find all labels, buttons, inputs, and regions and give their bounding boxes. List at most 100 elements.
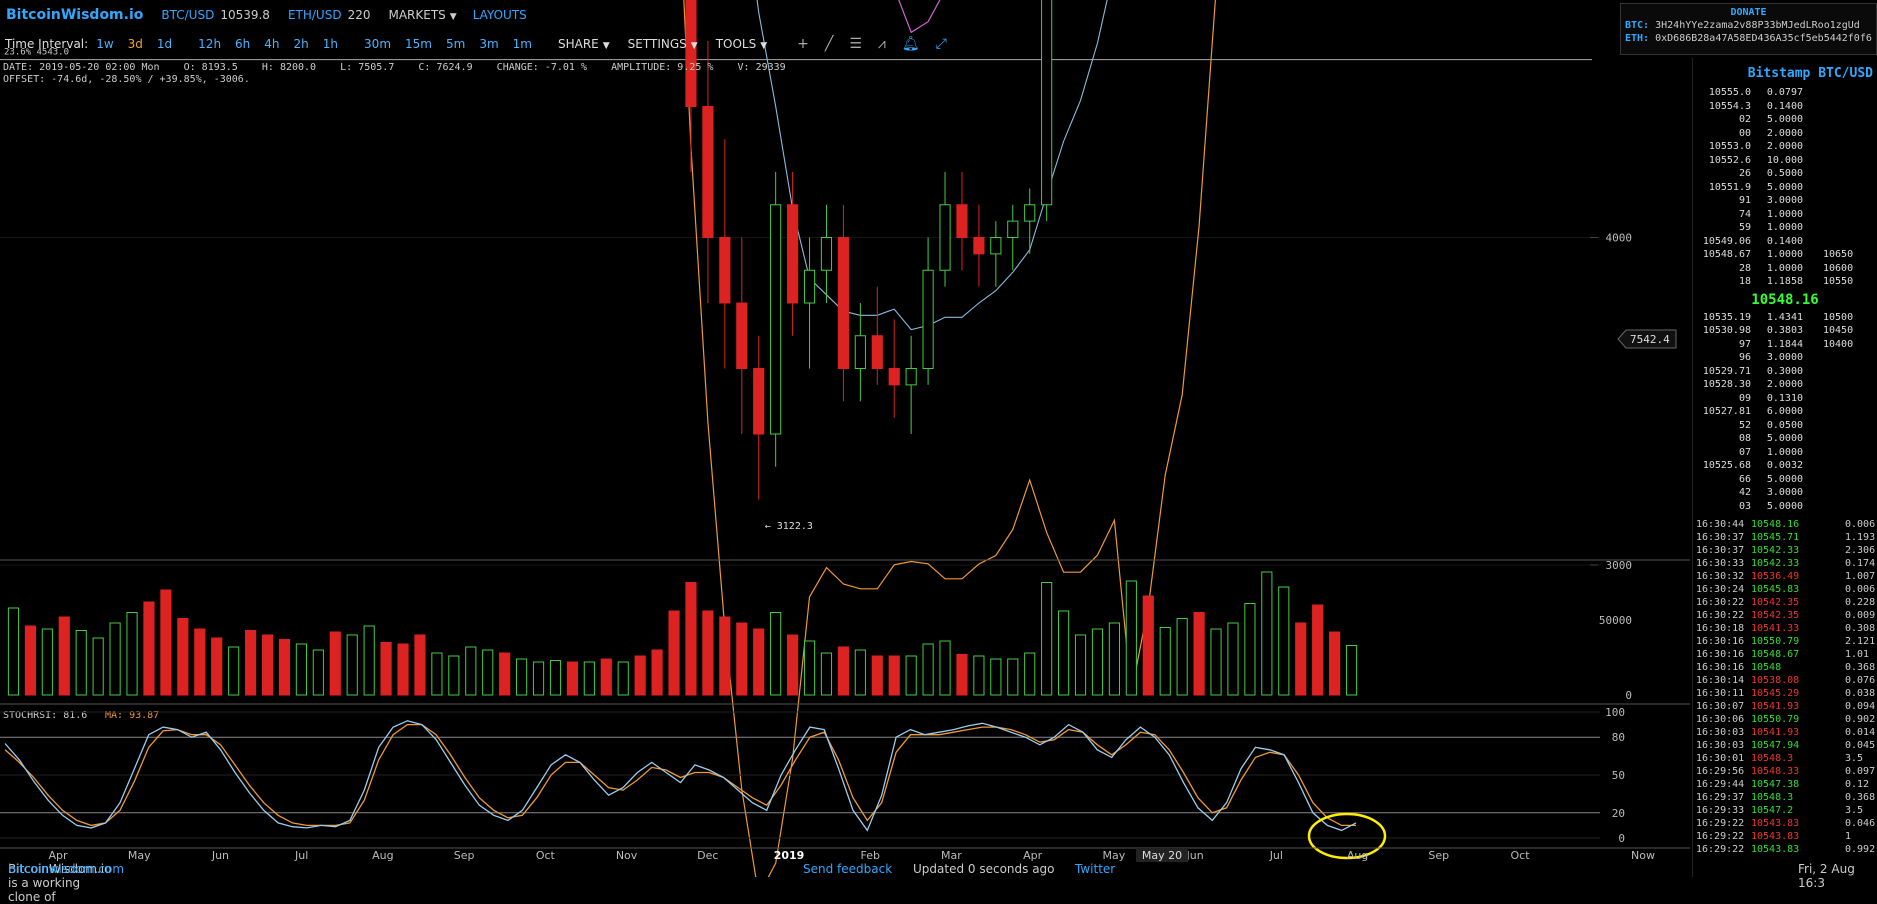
stochrsi-panel[interactable]: STOCHRSI: 81.6 MA: 93.87 0 20 50 80 100 xyxy=(0,706,1625,860)
volume-bar xyxy=(194,628,206,696)
layouts-menu[interactable]: LAYOUTS xyxy=(472,8,527,22)
time-axis: Apr May Jun Jul Aug Sep Oct Nov Dec 2019 Feb Mar Apr… xyxy=(48,849,1655,862)
trade-price: 10547.2 xyxy=(1751,805,1794,816)
trade-price: 10542.33 xyxy=(1751,545,1800,556)
ask-row: 02 5.0000 xyxy=(1693,113,1877,127)
trade-amount: 0.009 xyxy=(1845,610,1876,621)
twitter-link[interactable]: Twitter xyxy=(1075,862,1116,876)
markets-menu[interactable]: MARKETS ▼ xyxy=(388,8,457,22)
trade-amount: 2.306 xyxy=(1845,545,1876,556)
trade-amount: 0.308 xyxy=(1845,623,1876,634)
stochrsi-label: STOCHRSI: 81.6 xyxy=(3,710,87,721)
trade-price: 10545.29 xyxy=(1751,688,1800,699)
horizontal-lines-icon[interactable]: ☰ xyxy=(849,36,862,52)
time-tick-label: Sep xyxy=(454,849,475,862)
bell-icon[interactable]: 🔔︎ xyxy=(901,36,920,52)
order-price: 03 xyxy=(1738,500,1751,512)
ask-row: 10555.0 0.0797 xyxy=(1693,86,1877,100)
stochrsi-tick-label: 0 xyxy=(1618,832,1625,845)
btc-address[interactable]: 3H24hYYe2zama2v88P33bMJedLRoo1zgUd xyxy=(1655,20,1860,31)
trade-price: 10543.83 xyxy=(1751,818,1800,829)
volume-bar xyxy=(566,661,578,696)
interval-15m[interactable]: 15m xyxy=(405,37,432,51)
trade-row: 16:30:16 10548 0.368 xyxy=(1693,661,1877,674)
tools-menu[interactable]: TOOLS ▼ xyxy=(715,37,768,51)
volume-bar xyxy=(1261,571,1273,696)
time-tick-label: 2019 xyxy=(774,849,805,862)
settings-menu[interactable]: SETTINGS ▼ xyxy=(627,37,698,51)
trade-amount: 0.046 xyxy=(1845,818,1876,829)
bid-row: 97 1.1844 10400 xyxy=(1693,338,1877,352)
btc-label: BTC: xyxy=(1625,20,1650,31)
trade-amount: 0.006 xyxy=(1845,584,1876,595)
interval-4h[interactable]: 4h xyxy=(264,37,280,51)
price-panel[interactable]: 61.8% 1174850.0% 9522.438.2% 7296.823.6%… xyxy=(0,0,1677,877)
interval-6h[interactable]: 6h xyxy=(235,37,251,51)
volume-bar xyxy=(1312,604,1324,696)
trade-row: 16:29:44 10547.38 0.12 xyxy=(1693,778,1877,791)
btc-ticker-price: 10539.8 xyxy=(220,8,270,22)
volume-bar xyxy=(651,649,663,696)
interval-30m[interactable]: 30m xyxy=(364,37,392,51)
volume-bar xyxy=(1041,582,1053,696)
stochrsi-tick-label: 20 xyxy=(1612,807,1625,820)
exchange-title[interactable]: Bitstamp BTC/USD xyxy=(1747,66,1873,81)
trade-time: 16:30:32 xyxy=(1696,571,1745,582)
bid-row: 66 5.0000 xyxy=(1693,473,1877,487)
volume-bar xyxy=(261,634,274,696)
volume-panel[interactable]: 0 50000 xyxy=(7,571,1632,702)
interval-1h[interactable]: 1h xyxy=(322,37,339,51)
btc-address-row[interactable]: BTC: 3H24hYYe2zama2v88P33bMJedLRoo1zgUd xyxy=(1625,20,1876,31)
volume-bar xyxy=(532,661,545,696)
chart-canvas[interactable]: 61.8% 1174850.0% 9522.438.2% 7296.823.6%… xyxy=(0,0,1692,877)
interval-3m[interactable]: 3m xyxy=(479,37,499,51)
order-amount: 1.0000 xyxy=(1766,208,1803,220)
fullscreen-icon[interactable]: ⤢ xyxy=(935,36,947,52)
volume-bar xyxy=(278,639,291,696)
send-feedback-link[interactable]: Send feedback xyxy=(803,862,893,876)
fib-icon[interactable]: ⩘ xyxy=(877,36,886,52)
order-amount: 0.1400 xyxy=(1766,100,1803,112)
current-price-tag: 7542.4 xyxy=(1617,329,1677,349)
interval-3d[interactable]: 3d xyxy=(127,37,143,51)
volume-bar xyxy=(1278,586,1290,696)
trade-row: 16:30:32 10536.49 1.007 xyxy=(1693,570,1877,583)
volume-bar xyxy=(228,646,240,696)
crosshair-icon[interactable]: + xyxy=(797,36,809,52)
trade-amount: 0.097 xyxy=(1845,766,1876,777)
volume-bar xyxy=(143,601,155,696)
trade-price: 10542.35 xyxy=(1751,597,1800,608)
volume-bar xyxy=(1227,622,1239,696)
interval-1m[interactable]: 1m xyxy=(512,37,532,51)
interval-1d[interactable]: 1d xyxy=(156,37,173,51)
volume-bar xyxy=(956,654,968,696)
interval-12h[interactable]: 12h xyxy=(198,37,222,51)
interval-1w[interactable]: 1w xyxy=(96,37,114,51)
trade-time: 16:29:33 xyxy=(1696,805,1745,816)
trade-price: 10542.33 xyxy=(1751,558,1800,569)
trade-price: 10545.71 xyxy=(1751,532,1800,543)
order-price: 26 xyxy=(1738,168,1751,179)
time-tick-label: Oct xyxy=(536,849,556,862)
footer-link[interactable]: bitcoinwisdom.com xyxy=(8,862,125,876)
volume-bar xyxy=(397,643,409,696)
volume-bar xyxy=(1007,658,1019,696)
volume-bar xyxy=(634,655,646,696)
candle-body xyxy=(1007,220,1019,238)
trade-row: 16:30:11 10545.29 0.038 xyxy=(1693,687,1877,700)
order-amount: 5.0000 xyxy=(1766,473,1803,485)
eth-ticker-symbol[interactable]: ETH/USD xyxy=(287,8,342,22)
trade-time: 16:30:03 xyxy=(1696,740,1745,751)
caret-down-icon: ▼ xyxy=(690,41,698,51)
share-menu[interactable]: SHARE ▼ xyxy=(557,37,610,51)
candle-body xyxy=(956,204,968,238)
btc-ticker-symbol[interactable]: BTC/USD xyxy=(161,8,215,22)
line-icon[interactable]: ╱ xyxy=(824,36,834,52)
interval-5m[interactable]: 5m xyxy=(445,37,466,51)
eth-address-row[interactable]: ETH: 0xD686B28a47A58ED436A35cf5eb5442f0f… xyxy=(1625,33,1876,44)
brand-logo[interactable]: BitcoinWisdom.io xyxy=(6,7,144,23)
order-amount: 1.1858 xyxy=(1766,276,1803,287)
trade-price: 10550.79 xyxy=(1751,636,1800,647)
eth-address[interactable]: 0xD686B28a47A58ED436A35cf5eb5442f0f6 xyxy=(1655,33,1872,44)
interval-2h[interactable]: 2h xyxy=(293,37,309,51)
